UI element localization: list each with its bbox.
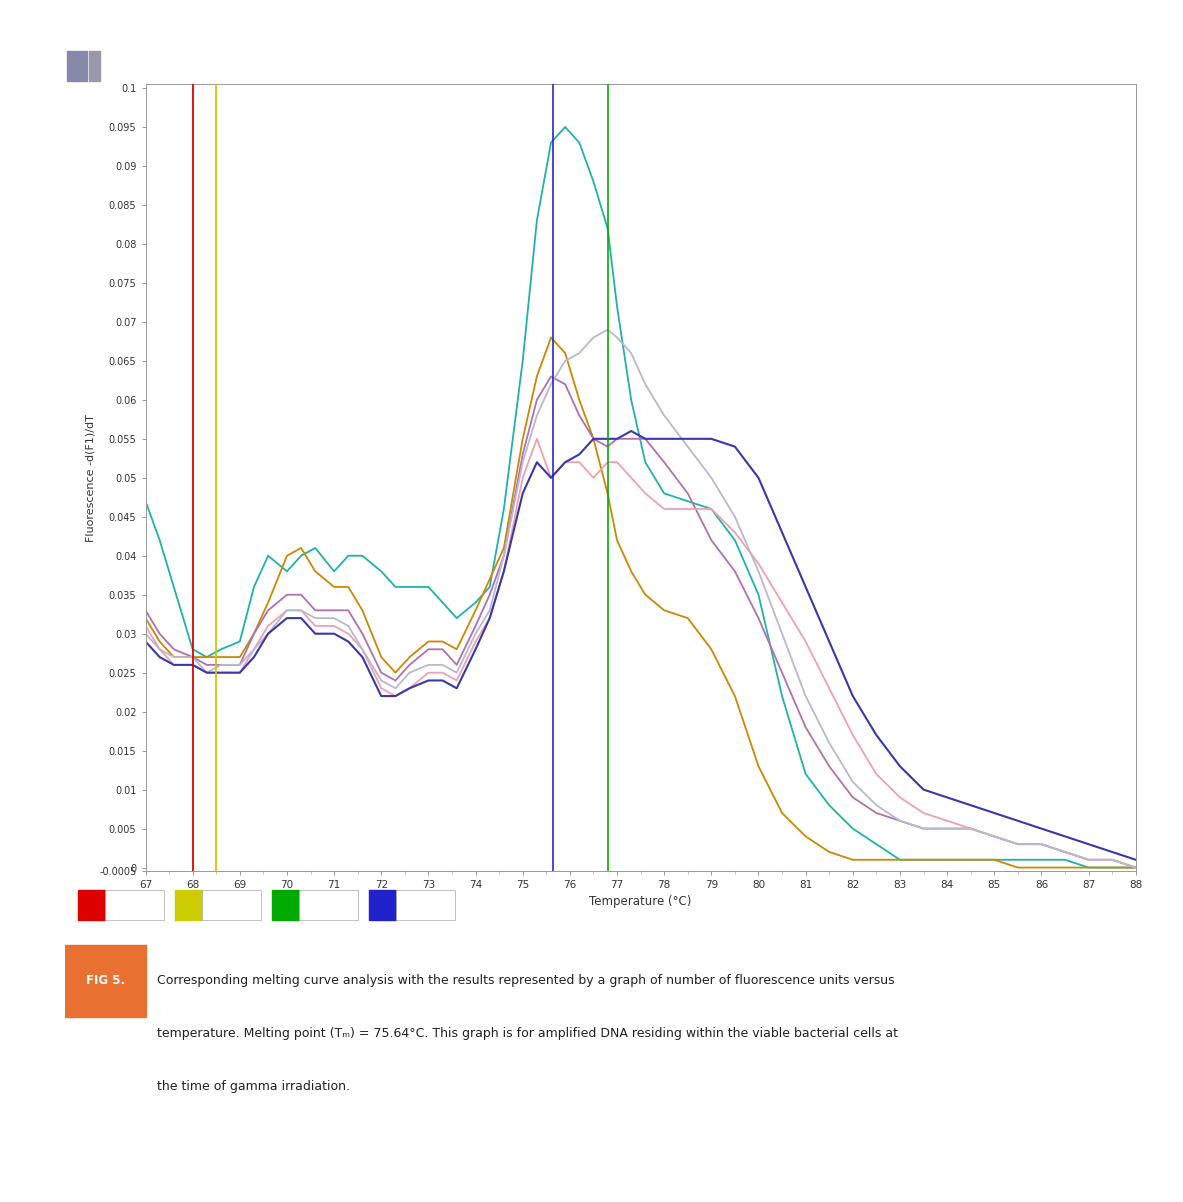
Y-axis label: Fluorescence -d(F1)/dT: Fluorescence -d(F1)/dT	[85, 413, 95, 542]
Bar	[202, 889, 261, 920]
Text: the time of gamma irradiation.: the time of gamma irradiation.	[156, 1081, 349, 1093]
Bar	[78, 889, 105, 920]
Bar	[105, 889, 164, 920]
Text: 75.64: 75.64	[411, 900, 440, 910]
Bar	[89, 50, 99, 82]
Bar	[65, 945, 146, 1017]
Bar	[369, 889, 395, 920]
Text: FIG 5.: FIG 5.	[86, 975, 125, 987]
Bar	[175, 889, 202, 920]
Text: Corresponding melting curve analysis with the results represented by a graph of : Corresponding melting curve analysis wit…	[156, 975, 894, 987]
Bar	[67, 50, 86, 82]
Bar	[395, 889, 454, 920]
Bar	[298, 889, 358, 920]
X-axis label: Temperature (°C): Temperature (°C)	[589, 894, 692, 908]
Bar	[272, 889, 298, 920]
Text: 76.81: 76.81	[313, 900, 343, 910]
Text: temperature. Melting point (Tₘ) = 75.64°C. This graph is for amplified DNA resid: temperature. Melting point (Tₘ) = 75.64°…	[156, 1028, 898, 1040]
